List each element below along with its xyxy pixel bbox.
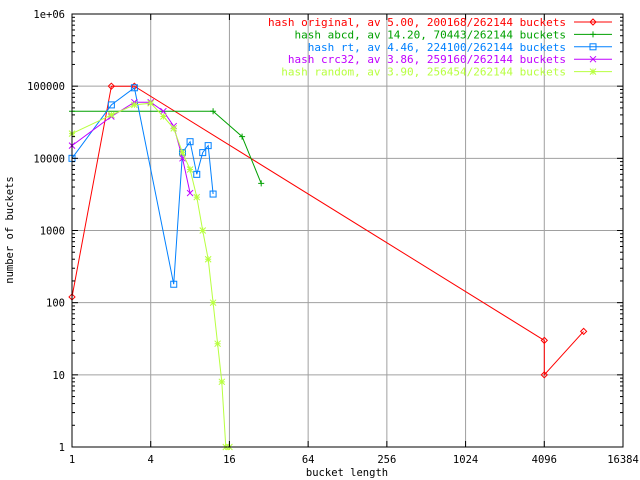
series-line [71, 101, 191, 194]
legend: hash original, av 5.00, 200168/262144 bu… [268, 16, 612, 79]
data-point-star [131, 101, 138, 109]
data-point-star [186, 166, 194, 173]
axis-ticks: 1 4 16 64 256 1024 4096 16384 1 10 100 1000 10000 100… [27, 9, 639, 466]
x-tick-label: 4 [148, 454, 154, 466]
y-tick-label: 10000 [33, 153, 65, 165]
data-point-square [107, 101, 115, 109]
data-point-star [193, 193, 201, 201]
data-point-square [186, 138, 194, 146]
x-tick-label: 1 [69, 454, 75, 466]
data-point-star [589, 68, 597, 75]
x-tick-label: 16384 [607, 454, 639, 466]
legend-entry: hash crc32, av 3.86, 259160/262144 bucke… [288, 53, 612, 66]
x-axis-label: bucket length [306, 467, 388, 479]
data-point-cross [186, 189, 194, 197]
data-point-star [147, 99, 155, 107]
data-point-square [199, 149, 207, 157]
y-tick-label: 10 [52, 370, 65, 382]
data-point-diamond [540, 336, 548, 345]
data-point-star [214, 340, 221, 348]
x-tick-label: 1024 [453, 454, 478, 466]
data-point-diamond [589, 18, 597, 26]
series-layer [68, 82, 588, 451]
x-tick-label: 256 [377, 454, 396, 466]
data-point-plus [590, 31, 596, 38]
series-5 [68, 99, 233, 451]
grid [72, 14, 623, 447]
data-point-star [199, 227, 207, 234]
y-tick-label: 100000 [27, 81, 65, 93]
data-point-cross [589, 55, 597, 63]
data-point-square [193, 170, 201, 178]
data-point-star [218, 378, 226, 386]
legend-label: hash crc32, av 3.86, 259160/262144 bucke… [288, 53, 566, 66]
data-point-diamond [107, 82, 116, 90]
legend-entry: hash abcd, av 14.20, 70443/262144 bucket… [294, 28, 612, 41]
data-point-star [204, 255, 212, 263]
x-tick-label: 64 [302, 454, 315, 466]
series-line [72, 110, 262, 184]
data-point-plus [239, 133, 246, 140]
legend-label: hash rt, av 4.46, 224100/262144 buckets [308, 41, 566, 54]
data-point-diamond [579, 327, 588, 336]
data-point-star [209, 299, 217, 307]
series-line [71, 102, 230, 448]
x-tick-label: 4096 [532, 454, 557, 466]
data-point-square [130, 84, 138, 92]
data-point-square [209, 190, 217, 198]
y-tick-label: 1000 [40, 226, 65, 238]
y-tick-label: 100 [46, 298, 65, 310]
y-tick-label: 1 [59, 442, 65, 454]
legend-label: hash random, av 3.90, 256454/262144 buck… [281, 66, 566, 79]
y-axis-label: number of buckets [4, 176, 16, 283]
data-point-cross [160, 107, 167, 115]
legend-entry: hash original, av 5.00, 200168/262144 bu… [268, 16, 612, 29]
data-point-star [108, 111, 115, 119]
data-point-square [170, 280, 178, 288]
legend-entry: hash random, av 3.90, 256454/262144 buck… [281, 66, 612, 79]
data-point-diamond [540, 371, 548, 379]
y-tick-label: 1e+06 [33, 9, 65, 21]
data-point-plus [258, 180, 265, 187]
data-point-plus [210, 108, 217, 115]
series-4 [68, 98, 194, 197]
legend-label: hash original, av 5.00, 200168/262144 bu… [268, 16, 566, 29]
x-tick-label: 16 [223, 454, 236, 466]
data-point-star [160, 113, 167, 120]
legend-label: hash abcd, av 14.20, 70443/262144 bucket… [294, 28, 566, 41]
data-point-star [170, 125, 178, 132]
data-point-square [204, 142, 212, 150]
data-point-square [589, 43, 597, 51]
data-point-star [179, 149, 186, 156]
legend-entry: hash rt, av 4.46, 224100/262144 buckets [308, 41, 612, 54]
